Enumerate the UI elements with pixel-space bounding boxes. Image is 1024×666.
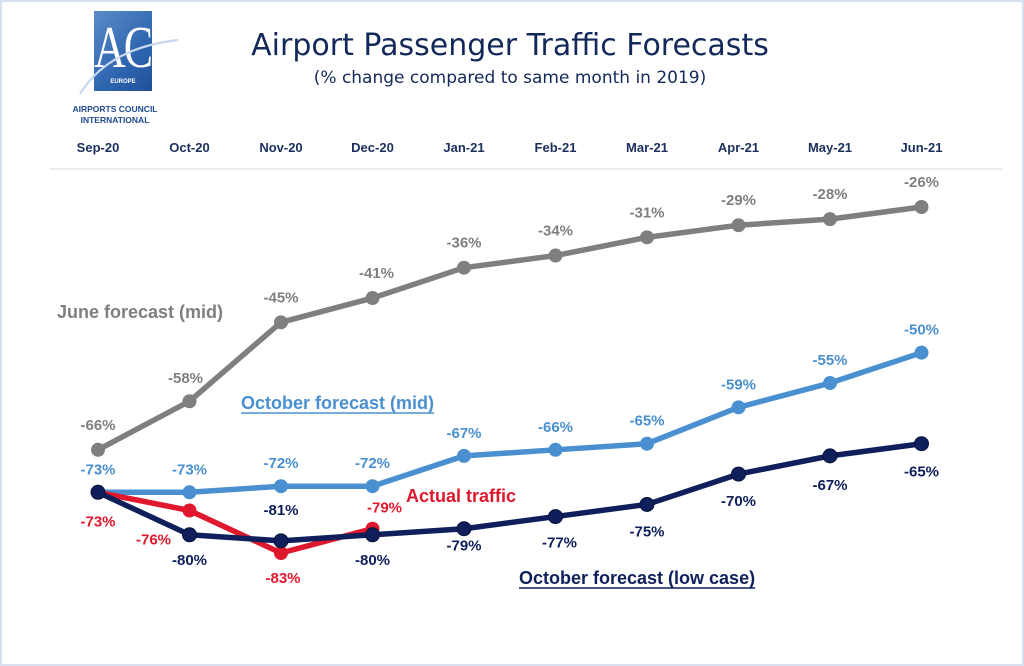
data-label-june_mid: -41% — [359, 265, 394, 282]
data-label-october_low: -77% — [542, 535, 577, 552]
data-label-june_mid: -31% — [629, 204, 664, 221]
logo-region-text: EUROPE — [110, 79, 136, 85]
data-label-october_mid: -72% — [263, 455, 298, 472]
data-point-october_low — [273, 533, 289, 549]
data-label-june_mid: -66% — [80, 417, 115, 434]
data-label-october_mid: -72% — [355, 455, 390, 472]
data-label-june_mid: -58% — [168, 370, 203, 387]
data-point-october_low — [90, 484, 106, 500]
data-label-october_low: -80% — [172, 552, 207, 569]
data-point-june_mid — [640, 230, 654, 245]
chart-title: Airport Passenger Traffic Forecasts — [251, 28, 769, 63]
data-point-october_low — [731, 466, 746, 482]
data-point-june_mid — [731, 218, 746, 233]
data-label-actual: -79% — [367, 500, 402, 517]
data-label-october_low: -79% — [446, 538, 481, 555]
x-tick-label: Oct-20 — [169, 140, 209, 155]
data-point-actual — [274, 546, 288, 560]
x-tick-label: Mar-21 — [626, 140, 668, 155]
legend-october_mid: October forecast (mid) — [241, 393, 434, 413]
x-tick-label: Jan-21 — [443, 140, 484, 155]
data-point-october_low — [639, 496, 655, 512]
data-label-october_mid: -59% — [721, 376, 756, 393]
series-line-october_mid — [98, 350, 923, 496]
legend-june_mid: June forecast (mid) — [57, 302, 223, 322]
data-label-october_mid: -55% — [812, 352, 847, 369]
data-point-june_mid — [365, 291, 380, 306]
data-label-october_low: -70% — [721, 493, 756, 510]
series-line-actual — [97, 489, 374, 556]
data-point-october_mid — [548, 442, 563, 457]
x-tick-label: May-21 — [808, 140, 852, 155]
data-label-october_mid: -50% — [904, 322, 939, 339]
data-point-october_low — [456, 521, 472, 537]
data-point-june_mid — [823, 212, 837, 227]
x-tick-label: Nov-20 — [259, 140, 302, 155]
logo-text-line1: AIRPORTS COUNCIL — [72, 104, 158, 114]
data-point-june_mid — [182, 394, 197, 409]
data-label-october_low: -65% — [904, 464, 939, 481]
data-point-october_mid — [182, 485, 197, 500]
data-point-october_mid — [274, 479, 288, 494]
data-label-october_low: -81% — [263, 502, 298, 519]
x-tick-label: Jun-21 — [901, 140, 943, 155]
data-point-october_mid — [914, 345, 929, 360]
data-point-june_mid — [274, 315, 288, 330]
data-point-october_mid — [365, 479, 380, 494]
data-point-october_mid — [731, 400, 746, 415]
series-line-october_low — [96, 441, 922, 544]
data-point-october_mid — [823, 376, 837, 391]
logo-swoosh-icon — [79, 38, 179, 95]
x-tick-label: Sep-20 — [77, 140, 120, 155]
data-label-october_mid: -65% — [629, 413, 664, 430]
data-point-june_mid — [457, 260, 471, 275]
data-point-october_mid — [457, 448, 471, 463]
data-label-june_mid: -34% — [538, 223, 573, 240]
data-point-october_low — [822, 448, 838, 464]
data-point-october_low — [914, 436, 929, 452]
data-label-october_low: -67% — [812, 477, 847, 494]
x-tick-label: Dec-20 — [351, 140, 394, 155]
legend-october_low: October forecast (low case) — [519, 568, 755, 588]
series-line-june_mid — [96, 204, 922, 453]
data-label-june_mid: -36% — [446, 235, 481, 252]
data-label-june_mid: -45% — [263, 289, 298, 306]
chart-subtitle: (% change compared to same month in 2019… — [313, 68, 707, 88]
aci-europe-logo: ACI EUROPE AIRPORTS COUNCIL INTERNATIONA… — [72, 10, 182, 125]
data-label-june_mid: -29% — [721, 192, 756, 209]
logo-text-line2: INTERNATIONAL — [80, 115, 150, 125]
data-point-october_mid — [640, 436, 654, 451]
data-point-june_mid — [91, 442, 105, 457]
data-label-june_mid: -26% — [904, 174, 939, 191]
data-label-october_low: -75% — [629, 523, 664, 540]
data-point-june_mid — [914, 200, 929, 214]
data-point-october_low — [182, 527, 197, 543]
data-label-october_mid: -73% — [172, 461, 207, 478]
x-tick-label: Feb-21 — [535, 140, 577, 155]
data-point-june_mid — [548, 248, 563, 263]
data-point-october_low — [548, 509, 563, 525]
legend-actual: Actual traffic — [406, 486, 516, 506]
data-label-october_mid: -67% — [446, 425, 481, 442]
data-label-actual: -83% — [265, 570, 300, 587]
x-tick-label: Apr-21 — [718, 140, 759, 155]
data-point-october_low — [365, 527, 380, 543]
data-label-actual: -73% — [80, 513, 115, 530]
data-label-october_mid: -73% — [80, 461, 115, 478]
data-label-june_mid: -28% — [812, 186, 847, 203]
data-label-october_mid: -66% — [538, 419, 573, 436]
data-point-actual — [182, 503, 197, 518]
data-label-october_low: -80% — [355, 552, 390, 569]
data-label-actual: -76% — [136, 532, 171, 549]
